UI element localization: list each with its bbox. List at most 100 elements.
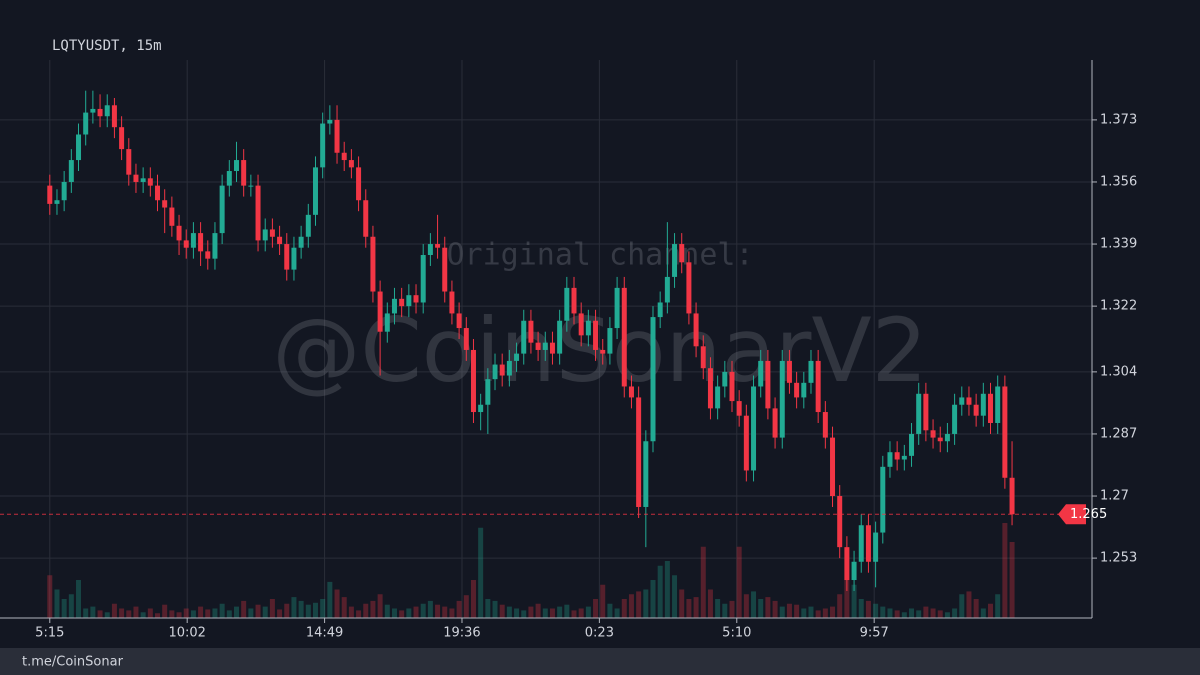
candle-body (133, 174, 139, 182)
volume-bar (233, 606, 239, 618)
volume-bar (600, 584, 606, 618)
candle-body (514, 353, 520, 361)
grid (0, 60, 1092, 618)
candle-body (262, 229, 268, 241)
volume-bar (147, 608, 153, 618)
candle-body (880, 466, 886, 533)
y-tick-label: 1.27 (1100, 489, 1129, 504)
volume-bar (715, 599, 721, 618)
watermark: @CoinSonarV2 (272, 299, 927, 402)
candle-body (988, 393, 994, 423)
candle-body (427, 244, 433, 256)
candle-body (614, 287, 620, 329)
volume-bar (133, 606, 139, 618)
candle-body (305, 214, 311, 237)
volume-bar (822, 608, 828, 618)
volume-bar (995, 594, 1001, 618)
candle-body (672, 244, 678, 277)
volume-bar (815, 610, 821, 618)
candle-body (593, 320, 599, 350)
candle-body (937, 437, 943, 442)
candle-body (291, 247, 297, 270)
volume-bar (155, 613, 161, 618)
volume-bar (664, 561, 670, 618)
candle-body (420, 255, 426, 303)
volume-bar (873, 603, 879, 618)
volume-bar (901, 612, 907, 618)
candle-body (470, 349, 476, 413)
candle-body (693, 313, 699, 347)
candle-body (391, 298, 397, 314)
candle-body (413, 295, 419, 303)
volume-bar (327, 581, 333, 618)
candle-body (111, 105, 117, 128)
volume-bar (988, 603, 994, 618)
candle-body (542, 342, 548, 350)
candle-body (90, 108, 96, 113)
candle-body (47, 185, 53, 204)
volume-bar (858, 599, 864, 618)
candle-body (219, 185, 225, 234)
volume-bar (169, 610, 175, 618)
volume-bar (363, 603, 369, 618)
candle-body (801, 382, 807, 398)
volume-bar (485, 599, 491, 618)
volume-bar (162, 604, 168, 618)
footer-bar (0, 648, 1200, 675)
volume-bar (90, 606, 96, 618)
candle-body (779, 360, 785, 438)
volume-bar (686, 599, 692, 618)
volume-bar (442, 606, 448, 618)
volume-bar (348, 606, 354, 618)
volume-bar (83, 608, 89, 618)
volume-bar (492, 600, 498, 618)
candle-body (334, 119, 340, 153)
volume-bar (356, 610, 362, 618)
candle-body (636, 397, 642, 507)
volume-bar (248, 608, 254, 618)
candle-body (327, 119, 333, 124)
volume-bar (535, 603, 541, 618)
volume-bar (909, 608, 915, 618)
y-tick-label: 1.322 (1100, 299, 1137, 314)
x-tick-label: 5:15 (35, 626, 64, 641)
candle-body (377, 291, 383, 332)
candle-body (277, 236, 283, 245)
candle-body (930, 430, 936, 438)
candle-body (233, 160, 239, 172)
candle-body (650, 317, 656, 442)
volume-bar (391, 608, 397, 618)
candle-body (384, 313, 390, 332)
volume-bar (1009, 542, 1015, 618)
volume-bar (894, 610, 900, 618)
volume-bar (779, 606, 785, 618)
candle-body (241, 160, 247, 186)
volume-bar (830, 606, 836, 618)
candle-body (521, 320, 527, 354)
volume-bar (672, 575, 678, 618)
candle-body (406, 295, 412, 307)
candle-body (399, 298, 405, 307)
candle-body (980, 393, 986, 416)
candle-body (435, 244, 441, 248)
candle-body (269, 229, 275, 237)
volume-bar (607, 603, 613, 618)
y-tick-label: 1.287 (1100, 426, 1137, 441)
candle-body (959, 397, 965, 405)
volume-bar (212, 608, 218, 618)
candle-body (442, 247, 448, 292)
candle-body (356, 167, 362, 201)
volume-bar (291, 597, 297, 618)
volume-bar (657, 565, 663, 618)
candle-body (119, 127, 125, 150)
volume-bar (47, 575, 53, 618)
volume-bar (506, 606, 512, 618)
volume-bar (564, 604, 570, 618)
candle-body (966, 397, 972, 405)
candle-body (822, 412, 828, 438)
candle-body (68, 160, 74, 182)
candle-body (894, 452, 900, 460)
x-tick-label: 19:36 (443, 626, 480, 641)
volume-bar (514, 608, 520, 618)
candle-body (76, 134, 82, 161)
